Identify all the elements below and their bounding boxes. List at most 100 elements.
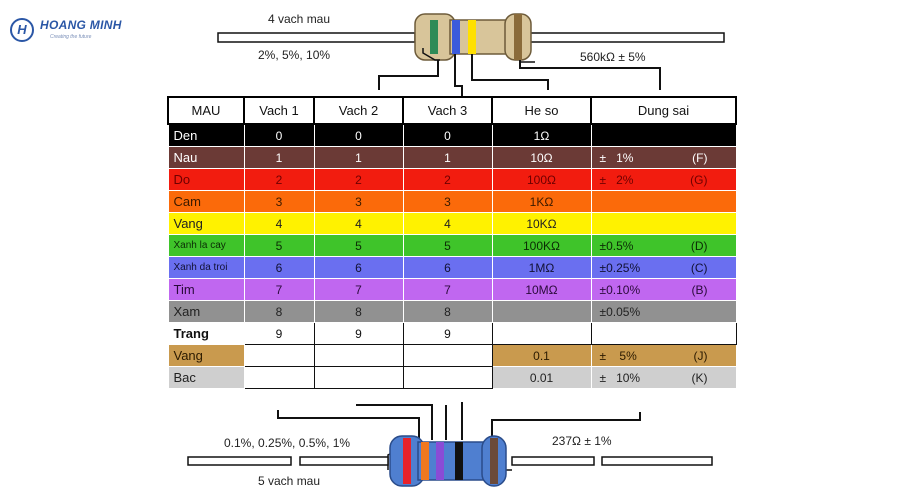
- tolerance-cell: ± 1% (F): [590, 146, 737, 169]
- top-band-2: [452, 20, 460, 54]
- top-band-4: [514, 14, 522, 60]
- top-resistor-value: 560kΩ ± 5%: [580, 50, 646, 64]
- band-1-cell: [243, 366, 315, 389]
- band-1-cell: [243, 344, 315, 367]
- tolerance-code: (J): [693, 349, 708, 363]
- band-1-cell: 6: [243, 256, 315, 279]
- table-row: Vang 4 4 4 10KΩ: [167, 212, 737, 235]
- band-2-cell: 6: [313, 256, 404, 279]
- color-name-cell: Bac: [167, 366, 245, 389]
- band-3-cell: 2: [402, 168, 493, 191]
- band-2-cell: 3: [313, 190, 404, 213]
- color-name-cell: Nau: [167, 146, 245, 169]
- tolerance-value: ±0.10%: [599, 282, 641, 297]
- tolerance-value: ± 10%: [599, 370, 641, 385]
- color-name-cell: Xanh da troi: [167, 256, 245, 279]
- color-name-cell: Xam: [167, 300, 245, 323]
- band-2-cell: 0: [313, 123, 404, 147]
- color-name-cell: Vang: [167, 344, 245, 367]
- multiplier-cell: 100KΩ: [491, 234, 592, 257]
- tolerance-cell: ± 2% (G): [590, 168, 737, 191]
- band-3-cell: 5: [402, 234, 493, 257]
- top-band-1: [430, 20, 438, 54]
- band-1-cell: 7: [243, 278, 315, 301]
- table-row: Vang 0.1 ± 5% (J): [167, 344, 737, 367]
- band-2-cell: 1: [313, 146, 404, 169]
- band-3-cell: 1: [402, 146, 493, 169]
- tolerance-cell: ±0.10% (B): [590, 278, 737, 301]
- band-2-cell: [313, 344, 404, 367]
- top-tolerance-options: 2%, 5%, 10%: [258, 48, 331, 62]
- band-2-cell: 9: [313, 322, 404, 345]
- band-2-cell: 7: [313, 278, 404, 301]
- bottom-resistor-body: [389, 435, 507, 487]
- band-1-cell: 0: [243, 123, 315, 147]
- color-name-cell: Cam: [167, 190, 245, 213]
- tolerance-cell: [590, 322, 737, 345]
- multiplier-cell: 1MΩ: [491, 256, 592, 279]
- bottom-resistor-value: 237Ω ± 1%: [552, 434, 612, 448]
- table-row: Trang 9 9 9: [167, 322, 737, 345]
- top-resistor-body: [414, 13, 532, 61]
- logo-mark-icon: H: [10, 18, 34, 42]
- multiplier-cell: 1KΩ: [491, 190, 592, 213]
- multiplier-cell: 10KΩ: [491, 212, 592, 235]
- band-3-cell: [402, 366, 493, 389]
- band-1-cell: 4: [243, 212, 315, 235]
- bottom-band-5: [490, 438, 498, 484]
- bottom-band-2: [421, 442, 429, 480]
- header-vach-1: Vach 1: [243, 96, 315, 125]
- bottom-tolerance-options: 0.1%, 0.25%, 0.5%, 1%: [224, 436, 351, 450]
- table-row: Do 2 2 2 100Ω ± 2% (G): [167, 168, 737, 191]
- band-3-cell: 8: [402, 300, 493, 323]
- multiplier-cell: 10MΩ: [491, 278, 592, 301]
- tolerance-value: ±0.5%: [599, 238, 634, 253]
- header-vach-3: Vach 3: [402, 96, 493, 125]
- header-vach-2: Vach 2: [313, 96, 404, 125]
- table-row: Xam 8 8 8 ±0.05%: [167, 300, 737, 323]
- band-2-cell: 2: [313, 168, 404, 191]
- bottom-band-4: [455, 442, 463, 480]
- band-3-cell: 6: [402, 256, 493, 279]
- multiplier-cell: 0.01: [491, 366, 592, 389]
- tolerance-cell: ±0.05%: [590, 300, 737, 323]
- tolerance-cell: [590, 190, 737, 213]
- color-name-cell: Do: [167, 168, 245, 191]
- tolerance-cell: [590, 212, 737, 235]
- table-row: Bac 0.01 ± 10% (K): [167, 366, 737, 389]
- band-3-cell: 3: [402, 190, 493, 213]
- header-mau: MAU: [167, 96, 245, 125]
- tolerance-code: (C): [690, 261, 708, 275]
- table-row: Den 0 0 0 1Ω: [167, 123, 737, 147]
- bottom-resistor-title: 5 vach mau: [258, 474, 321, 488]
- band-1-cell: 3: [243, 190, 315, 213]
- band-3-cell: [402, 344, 493, 367]
- band-3-cell: 4: [402, 212, 493, 235]
- color-code-table: MAU Vach 1 Vach 2 Vach 3 He so Dung sai …: [167, 96, 737, 389]
- band-2-cell: [313, 366, 404, 389]
- logo-name: HOANG MINH: [40, 18, 122, 32]
- tolerance-code: (G): [690, 173, 708, 187]
- tolerance-value: ± 2%: [599, 172, 634, 187]
- multiplier-cell: 10Ω: [491, 146, 592, 169]
- tolerance-code: (B): [691, 283, 708, 297]
- band-3-cell: 9: [402, 322, 493, 345]
- header-he-so: He so: [491, 96, 592, 125]
- band-2-cell: 4: [313, 212, 404, 235]
- band-3-cell: 7: [402, 278, 493, 301]
- multiplier-cell: 1Ω: [491, 123, 592, 147]
- tolerance-code: (K): [691, 371, 708, 385]
- tolerance-value: ± 1%: [599, 150, 634, 165]
- bottom-band-3: [436, 442, 444, 480]
- band-2-cell: 5: [313, 234, 404, 257]
- band-2-cell: 8: [313, 300, 404, 323]
- color-name-cell: Xanh la cay: [167, 234, 245, 257]
- tolerance-code: (F): [692, 151, 708, 165]
- color-name-cell: Vang: [167, 212, 245, 235]
- color-name-cell: Tim: [167, 278, 245, 301]
- tolerance-cell: ±0.25% (C): [590, 256, 737, 279]
- tolerance-code: (D): [690, 239, 708, 253]
- table-row: Tim 7 7 7 10MΩ ±0.10% (B): [167, 278, 737, 301]
- color-name-cell: Trang: [167, 322, 245, 345]
